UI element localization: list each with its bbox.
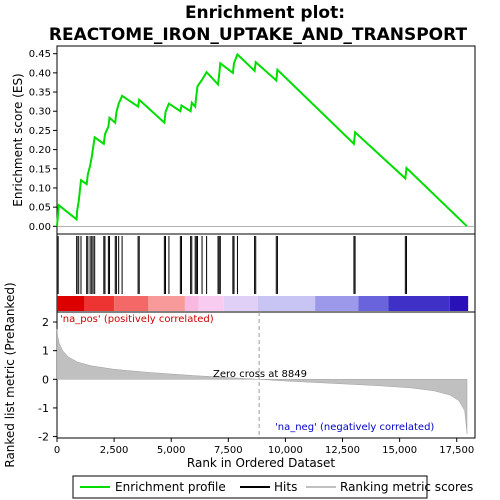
zero-cross-label: Zero cross at 8849 xyxy=(213,369,307,380)
heat-segment xyxy=(57,296,85,311)
xtick-label: 0 xyxy=(54,445,60,456)
metric-ytick-label: 1 xyxy=(42,345,49,358)
es-panel-ticks: 0.00 0.05 0.10 0.15 0.20 0.25 0.30 0.35 0.40 0.45 xyxy=(29,49,57,233)
ranking-heat-bar xyxy=(57,296,469,311)
neg-label: 'na_neg' (negatively correlated) xyxy=(275,422,434,433)
es-ytick-label: 0.20 xyxy=(29,145,51,156)
xtick-label: 15,000 xyxy=(382,445,417,456)
metric-ytick-label: 0 xyxy=(42,373,49,386)
metric-ylabel: Ranked list metric (PreRanked) xyxy=(3,282,17,467)
xtick-label: 2,500 xyxy=(100,445,129,456)
es-ytick-label: 0.10 xyxy=(29,183,51,194)
x-axis-ticks: 0 2,500 5,000 7,500 10,000 12,500 15,000 17,500 xyxy=(54,438,474,456)
es-ytick-label: 0.05 xyxy=(29,203,51,214)
heat-segment xyxy=(449,296,469,311)
enrichment-profile-line xyxy=(56,52,468,228)
hits-ticks xyxy=(57,236,407,294)
legend-label-enrichment: Enrichment profile xyxy=(115,480,226,494)
es-ytick-label: 0.25 xyxy=(29,126,51,137)
chart-title-line1: Enrichment plot: xyxy=(185,3,345,23)
es-ytick-label: 0.40 xyxy=(29,68,51,79)
heat-segment xyxy=(198,296,224,311)
heat-segment xyxy=(114,296,149,311)
metric-panel-ticks: -2 -1 0 1 2 xyxy=(38,316,57,444)
xtick-label: 17,500 xyxy=(439,445,474,456)
heat-segment xyxy=(223,296,259,311)
ranking-metric-area xyxy=(56,329,468,434)
es-ytick-label: 0.15 xyxy=(29,164,51,175)
xtick-label: 12,500 xyxy=(325,445,360,456)
xtick-label: 7,500 xyxy=(214,445,243,456)
es-ytick-label: 0.45 xyxy=(29,49,51,60)
xlabel: Rank in Ordered Dataset xyxy=(187,456,335,470)
legend-label-ranking: Ranking metric scores xyxy=(340,480,473,494)
metric-plot-area xyxy=(56,312,468,438)
metric-ytick-label: -1 xyxy=(38,402,49,415)
heat-segment xyxy=(358,296,389,311)
es-ytick-label: 0.00 xyxy=(29,222,51,233)
heat-segment xyxy=(258,296,316,311)
es-panel-frame xyxy=(56,45,476,235)
xtick-label: 5,000 xyxy=(157,445,186,456)
es-ytick-label: 0.30 xyxy=(29,107,51,118)
heat-segment xyxy=(84,296,115,311)
pos-label: 'na_pos' (positively correlated) xyxy=(60,314,214,325)
heat-segment xyxy=(388,296,450,311)
xtick-label: 10,000 xyxy=(268,445,303,456)
metric-ytick-label: 2 xyxy=(42,316,49,329)
es-plot-area xyxy=(56,52,475,228)
heat-segment xyxy=(315,296,359,311)
metric-ytick-label: -2 xyxy=(38,431,49,444)
es-ylabel: Enrichment score (ES) xyxy=(11,73,25,206)
heat-segment xyxy=(184,296,199,311)
chart-title-line2: REACTOME_IRON_UPTAKE_AND_TRANSPORT xyxy=(49,25,468,45)
heat-segment xyxy=(148,296,185,311)
legend-label-hits: Hits xyxy=(274,480,297,494)
es-ytick-label: 0.35 xyxy=(29,88,51,99)
